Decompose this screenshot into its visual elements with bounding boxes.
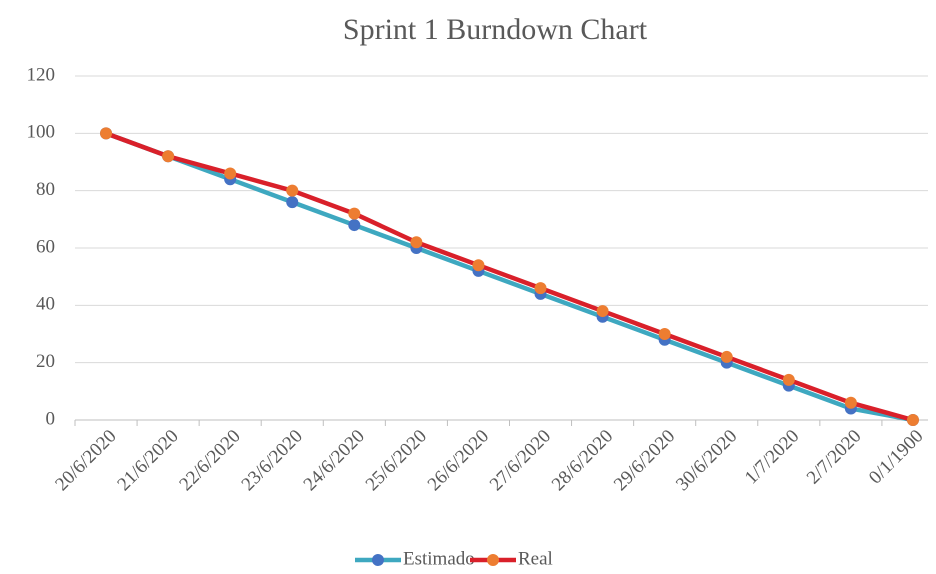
y-tick-label: 60 bbox=[36, 236, 55, 257]
x-tick-label: 29/6/2020 bbox=[610, 426, 679, 495]
point bbox=[534, 282, 547, 295]
y-tick-label: 20 bbox=[36, 351, 55, 372]
legend-label: Estimado bbox=[403, 548, 475, 569]
point bbox=[596, 305, 609, 318]
point bbox=[224, 167, 237, 180]
x-tick-label: 0/1/1900 bbox=[865, 426, 928, 489]
x-tick-label: 21/6/2020 bbox=[113, 426, 182, 495]
point bbox=[286, 196, 299, 209]
x-tick-label: 26/6/2020 bbox=[424, 426, 493, 495]
series-line bbox=[105, 131, 914, 423]
point bbox=[100, 127, 113, 140]
chart-title: Sprint 1 Burndown Chart bbox=[343, 13, 648, 46]
legend-marker bbox=[372, 554, 384, 566]
point bbox=[286, 184, 299, 197]
x-tick-label: 1/7/2020 bbox=[741, 426, 804, 489]
y-tick-label: 0 bbox=[46, 408, 56, 429]
point bbox=[162, 150, 175, 163]
x-tick-label: 27/6/2020 bbox=[486, 426, 555, 495]
x-tick-label: 22/6/2020 bbox=[175, 426, 244, 495]
x-tick-label: 23/6/2020 bbox=[238, 426, 307, 495]
x-tick-label: 25/6/2020 bbox=[362, 426, 431, 495]
point bbox=[782, 373, 795, 386]
x-tick-label: 20/6/2020 bbox=[51, 426, 120, 495]
legend-label: Real bbox=[518, 548, 553, 569]
x-tick-label: 30/6/2020 bbox=[672, 426, 741, 495]
legend-marker bbox=[487, 554, 499, 566]
point bbox=[348, 219, 361, 232]
point bbox=[472, 259, 485, 272]
point bbox=[906, 414, 919, 426]
series-line bbox=[105, 131, 914, 423]
x-tick-label: 2/7/2020 bbox=[803, 426, 866, 489]
x-tick-label: 24/6/2020 bbox=[300, 426, 369, 495]
point bbox=[720, 350, 733, 363]
y-tick-label: 80 bbox=[36, 179, 55, 200]
x-tick-label: 28/6/2020 bbox=[548, 426, 617, 495]
y-tick-label: 100 bbox=[27, 122, 56, 143]
point bbox=[410, 236, 423, 249]
point bbox=[844, 396, 857, 409]
point bbox=[658, 328, 671, 340]
y-tick-label: 120 bbox=[27, 64, 56, 85]
point bbox=[348, 207, 361, 220]
y-tick-label: 40 bbox=[36, 294, 55, 315]
